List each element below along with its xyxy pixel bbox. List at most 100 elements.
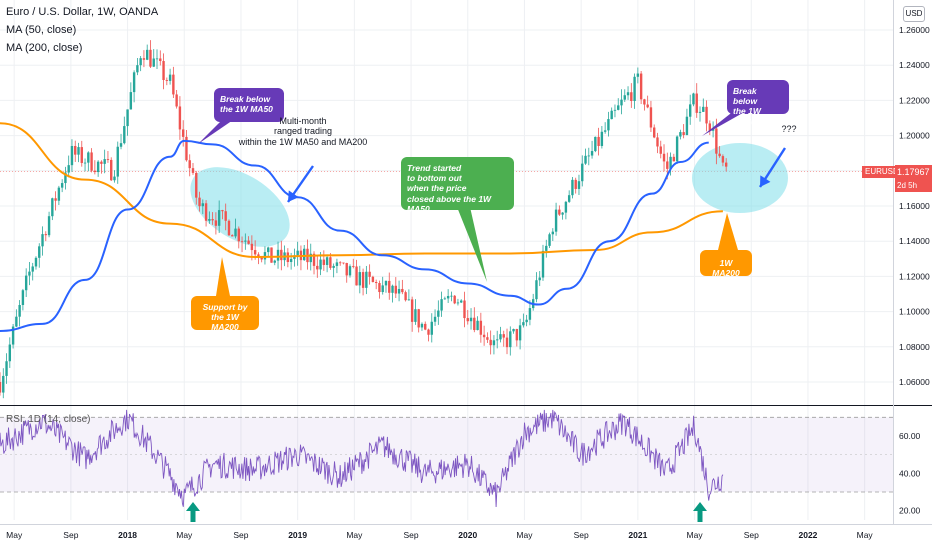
candle-body [525, 319, 528, 323]
candle-body [214, 220, 218, 226]
candle-body [512, 329, 515, 332]
candle-body [401, 288, 404, 293]
rsi-support-arrow-2021-head [693, 502, 707, 511]
candle-body [234, 228, 237, 237]
candle-body [371, 276, 375, 283]
candle-body [505, 337, 509, 348]
rsi-support-arrow-2021 [697, 510, 703, 522]
currency-button[interactable]: USD [903, 6, 925, 22]
price-tick-label: 1.16000 [899, 201, 930, 211]
time-tick-label: May [857, 530, 874, 540]
note-ranged-trading: Multi-month ranged trading within the 1W… [238, 116, 368, 147]
price-tick-label: 1.10000 [899, 307, 930, 317]
candle-body [620, 99, 623, 106]
candle-body [708, 123, 712, 131]
candle-body [437, 310, 440, 317]
candle-body [427, 329, 430, 335]
candle-body [227, 220, 231, 236]
candle-body [518, 325, 522, 341]
ma50-legend[interactable]: MA (50, close) [6, 24, 77, 36]
candle-body [407, 299, 411, 301]
candle-body [698, 111, 702, 113]
candle-body [273, 260, 276, 263]
chart-title: Euro / U.S. Dollar, 1W, OANDA [6, 6, 159, 18]
candle-body [460, 300, 463, 303]
candle-body [110, 159, 113, 181]
price-tick-label: 1.06000 [899, 377, 930, 387]
ma200-legend[interactable]: MA (200, close) [6, 42, 83, 54]
candle-body [636, 73, 640, 77]
candle-body [492, 340, 496, 346]
candle-body [280, 249, 283, 261]
ma200-line [0, 122, 723, 259]
time-tick-label: 2020 [458, 530, 477, 540]
candle-body [149, 49, 152, 67]
candle-body [247, 240, 250, 244]
candle-body [198, 197, 201, 207]
candle-body [551, 231, 555, 235]
candle-body [656, 137, 659, 147]
candle-body [100, 161, 103, 164]
rsi-tick-label: 40.00 [899, 468, 921, 478]
rsi-legend[interactable]: RSI, 1D (14, close) [6, 414, 91, 425]
candle-body [296, 250, 299, 256]
candle-body [567, 195, 571, 202]
price-tick-label: 1.24000 [899, 60, 930, 70]
time-tick-label: 2022 [798, 530, 817, 540]
candle-body [433, 316, 437, 322]
candle-body [577, 181, 581, 189]
callout-break-ma50-2018: Break below the 1W MA50 [214, 88, 284, 122]
candle-body [60, 183, 64, 188]
candle-body [669, 156, 672, 169]
candle-body [541, 250, 545, 278]
candle-body [136, 65, 139, 73]
time-tick-label: May [176, 530, 193, 540]
time-tick-label: Sep [63, 530, 78, 540]
candle-body [705, 106, 708, 124]
candle-body [404, 292, 407, 301]
candle-body [688, 104, 692, 117]
candle-body [430, 321, 433, 335]
candle-body [322, 259, 326, 265]
candle-body [185, 136, 188, 161]
candle-body [450, 295, 453, 297]
candle-body [571, 179, 574, 196]
candle-body [391, 285, 394, 293]
candle-body [545, 245, 548, 251]
candle-body [240, 241, 244, 243]
candle-body [653, 127, 656, 138]
candle-body [424, 323, 427, 330]
candle-body [561, 212, 564, 215]
time-tick-label: 2021 [628, 530, 647, 540]
callout-break-ma50-2021-pointer [702, 110, 748, 136]
candle-body [231, 235, 234, 237]
candle-body [175, 94, 178, 107]
candle-body [335, 262, 339, 266]
candle-body [178, 106, 182, 130]
candle-body [581, 163, 584, 182]
candle-body [355, 266, 358, 286]
candle-body [482, 334, 486, 338]
candle-body [244, 240, 247, 242]
candle-body [496, 339, 499, 341]
candle-body [260, 257, 263, 260]
candle-body [473, 317, 476, 331]
candle-body [237, 228, 240, 242]
candle-body [70, 145, 74, 166]
candle-body [414, 309, 417, 322]
countdown-tag: 2d 5h [895, 180, 932, 192]
candle-body [8, 344, 12, 362]
candle-body [564, 201, 568, 213]
blue-arrow-2018-head [288, 190, 299, 202]
candle-body [594, 136, 597, 152]
time-tick-label: Sep [404, 530, 419, 540]
candle-body [374, 282, 378, 284]
callout-ma200-2021-pointer [718, 213, 738, 250]
price-tick-label: 1.14000 [899, 236, 930, 246]
candle-body [145, 49, 149, 60]
candle-body [702, 106, 705, 112]
candle-body [603, 130, 607, 132]
candle-body [590, 151, 594, 156]
candle-body [558, 209, 561, 215]
